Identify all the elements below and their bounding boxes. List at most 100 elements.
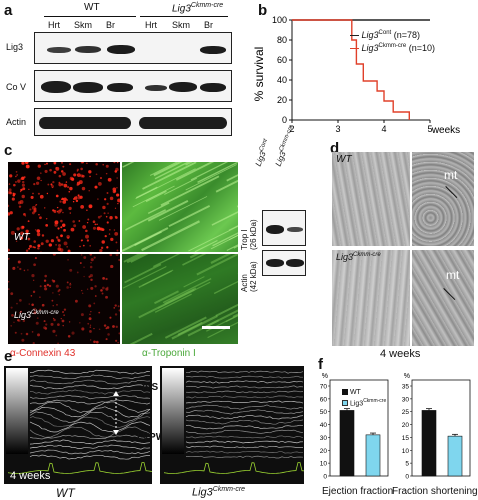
- stain-dot: [26, 269, 29, 271]
- stain-dot: [32, 290, 36, 294]
- stain-dot: [70, 227, 75, 232]
- stain-dot: [10, 230, 15, 235]
- stain-dot: [57, 244, 62, 248]
- stain-dot: [72, 200, 75, 203]
- stain-dot: [59, 208, 63, 212]
- survival-series-ckmm: [292, 19, 410, 120]
- stain-dot: [55, 334, 58, 337]
- stain-dot: [97, 181, 102, 186]
- stain-dot: [63, 314, 65, 316]
- stain-dot: [118, 332, 120, 335]
- stain-label-troponin: α-Troponin I: [142, 348, 196, 359]
- stain-dot: [86, 209, 88, 211]
- stain-dot: [106, 286, 109, 289]
- lane-label-2: Skm: [74, 20, 92, 30]
- lane-label-6: Br: [204, 20, 213, 30]
- stain-dot: [95, 340, 99, 344]
- survival-legend: Lig3Cont (n=78) Lig3Ckmm-cre (n=10): [350, 28, 468, 54]
- stain-dot: [77, 195, 81, 200]
- stain-dot: [53, 170, 57, 174]
- stain-dot: [99, 227, 104, 231]
- stain-dot: [115, 254, 119, 257]
- stain-dot: [37, 333, 41, 337]
- stain-dot: [30, 195, 34, 199]
- stain-dot: [31, 274, 35, 278]
- stain-dot: [35, 181, 40, 185]
- echo-trace: [185, 385, 304, 389]
- stain-dot: [50, 183, 53, 186]
- stain-dot: [36, 176, 41, 181]
- fs-y-tick-label: 10: [402, 448, 410, 455]
- stain-dot: [40, 179, 42, 182]
- stain-dot: [60, 226, 63, 229]
- western-blot-actin-c: [262, 250, 306, 276]
- stain-dot: [88, 204, 93, 209]
- stain-dot: [109, 316, 112, 319]
- stain-dot: [39, 308, 42, 311]
- stain-dot: [112, 190, 116, 194]
- ecg-trace: [163, 462, 304, 474]
- ecg-trace: [7, 462, 152, 474]
- stain-dot: [57, 227, 60, 230]
- echo-trace: [29, 411, 151, 423]
- echo-trace: [29, 379, 151, 385]
- lane-label-5: Skm: [172, 20, 190, 30]
- fs-bar-ckmm: [447, 435, 463, 477]
- stain-dot: [82, 244, 85, 247]
- stain-dot: [17, 201, 22, 205]
- stain-dot: [98, 311, 101, 314]
- stain-dot: [101, 292, 104, 295]
- stain-dot: [25, 332, 29, 336]
- survival-y-tick-label: 80: [277, 35, 287, 45]
- stain-dot: [102, 286, 105, 290]
- fiber-stripe: [154, 290, 179, 305]
- stain-dot: [69, 212, 72, 214]
- stain-dot: [112, 187, 117, 192]
- stain-dot: [53, 162, 57, 165]
- stain-dot: [60, 170, 64, 173]
- bar-legend: WT Lig3Ckmm-cre: [342, 388, 386, 408]
- echo-trace: [29, 401, 151, 413]
- stain-dot: [8, 257, 10, 260]
- echo-ckmm: [160, 366, 304, 484]
- stain-dot: [17, 260, 21, 264]
- fs-y-tick-label: 30: [402, 396, 410, 403]
- stain-dot: [51, 299, 54, 302]
- stain-dot: [90, 339, 92, 341]
- stain-dot: [90, 258, 94, 262]
- stain-dot: [57, 238, 60, 241]
- stain-dot: [47, 183, 50, 186]
- echo-trace: [185, 429, 304, 435]
- stain-dot: [15, 240, 18, 243]
- group-line-wt: [44, 16, 136, 17]
- fiber-stripe: [154, 293, 192, 313]
- stain-dot: [52, 180, 55, 184]
- stain-dot: [27, 220, 30, 223]
- micrograph-wt-connexin: WT: [8, 162, 120, 252]
- stain-dot: [38, 213, 40, 216]
- stain-dot: [115, 216, 118, 219]
- stain-dot: [77, 194, 80, 197]
- stain-dot: [36, 229, 41, 233]
- stain-dot: [45, 223, 49, 227]
- blot-c-actin-label: Actin (42 kDa): [240, 261, 258, 292]
- fiber-stripe: [142, 162, 197, 190]
- stain-dot: [52, 209, 55, 212]
- stain-dot: [46, 283, 50, 287]
- survival-y-tick-label: 0: [282, 115, 287, 125]
- stain-dot: [109, 254, 113, 257]
- echo-trace: [29, 416, 151, 428]
- stain-dot: [114, 170, 118, 173]
- fs-y-tick-label: 15: [402, 435, 410, 442]
- stain-dot: [93, 302, 96, 305]
- stain-dot: [50, 239, 55, 243]
- fiber-stripe: [122, 227, 169, 252]
- stain-dot: [20, 188, 23, 192]
- stain-dot: [104, 198, 107, 201]
- stain-dot: [115, 325, 118, 329]
- echo-trace: [185, 409, 304, 415]
- stain-dot: [100, 215, 102, 217]
- stain-dot: [44, 287, 48, 291]
- fiber-stripe: [177, 323, 201, 336]
- stain-dot: [23, 212, 26, 216]
